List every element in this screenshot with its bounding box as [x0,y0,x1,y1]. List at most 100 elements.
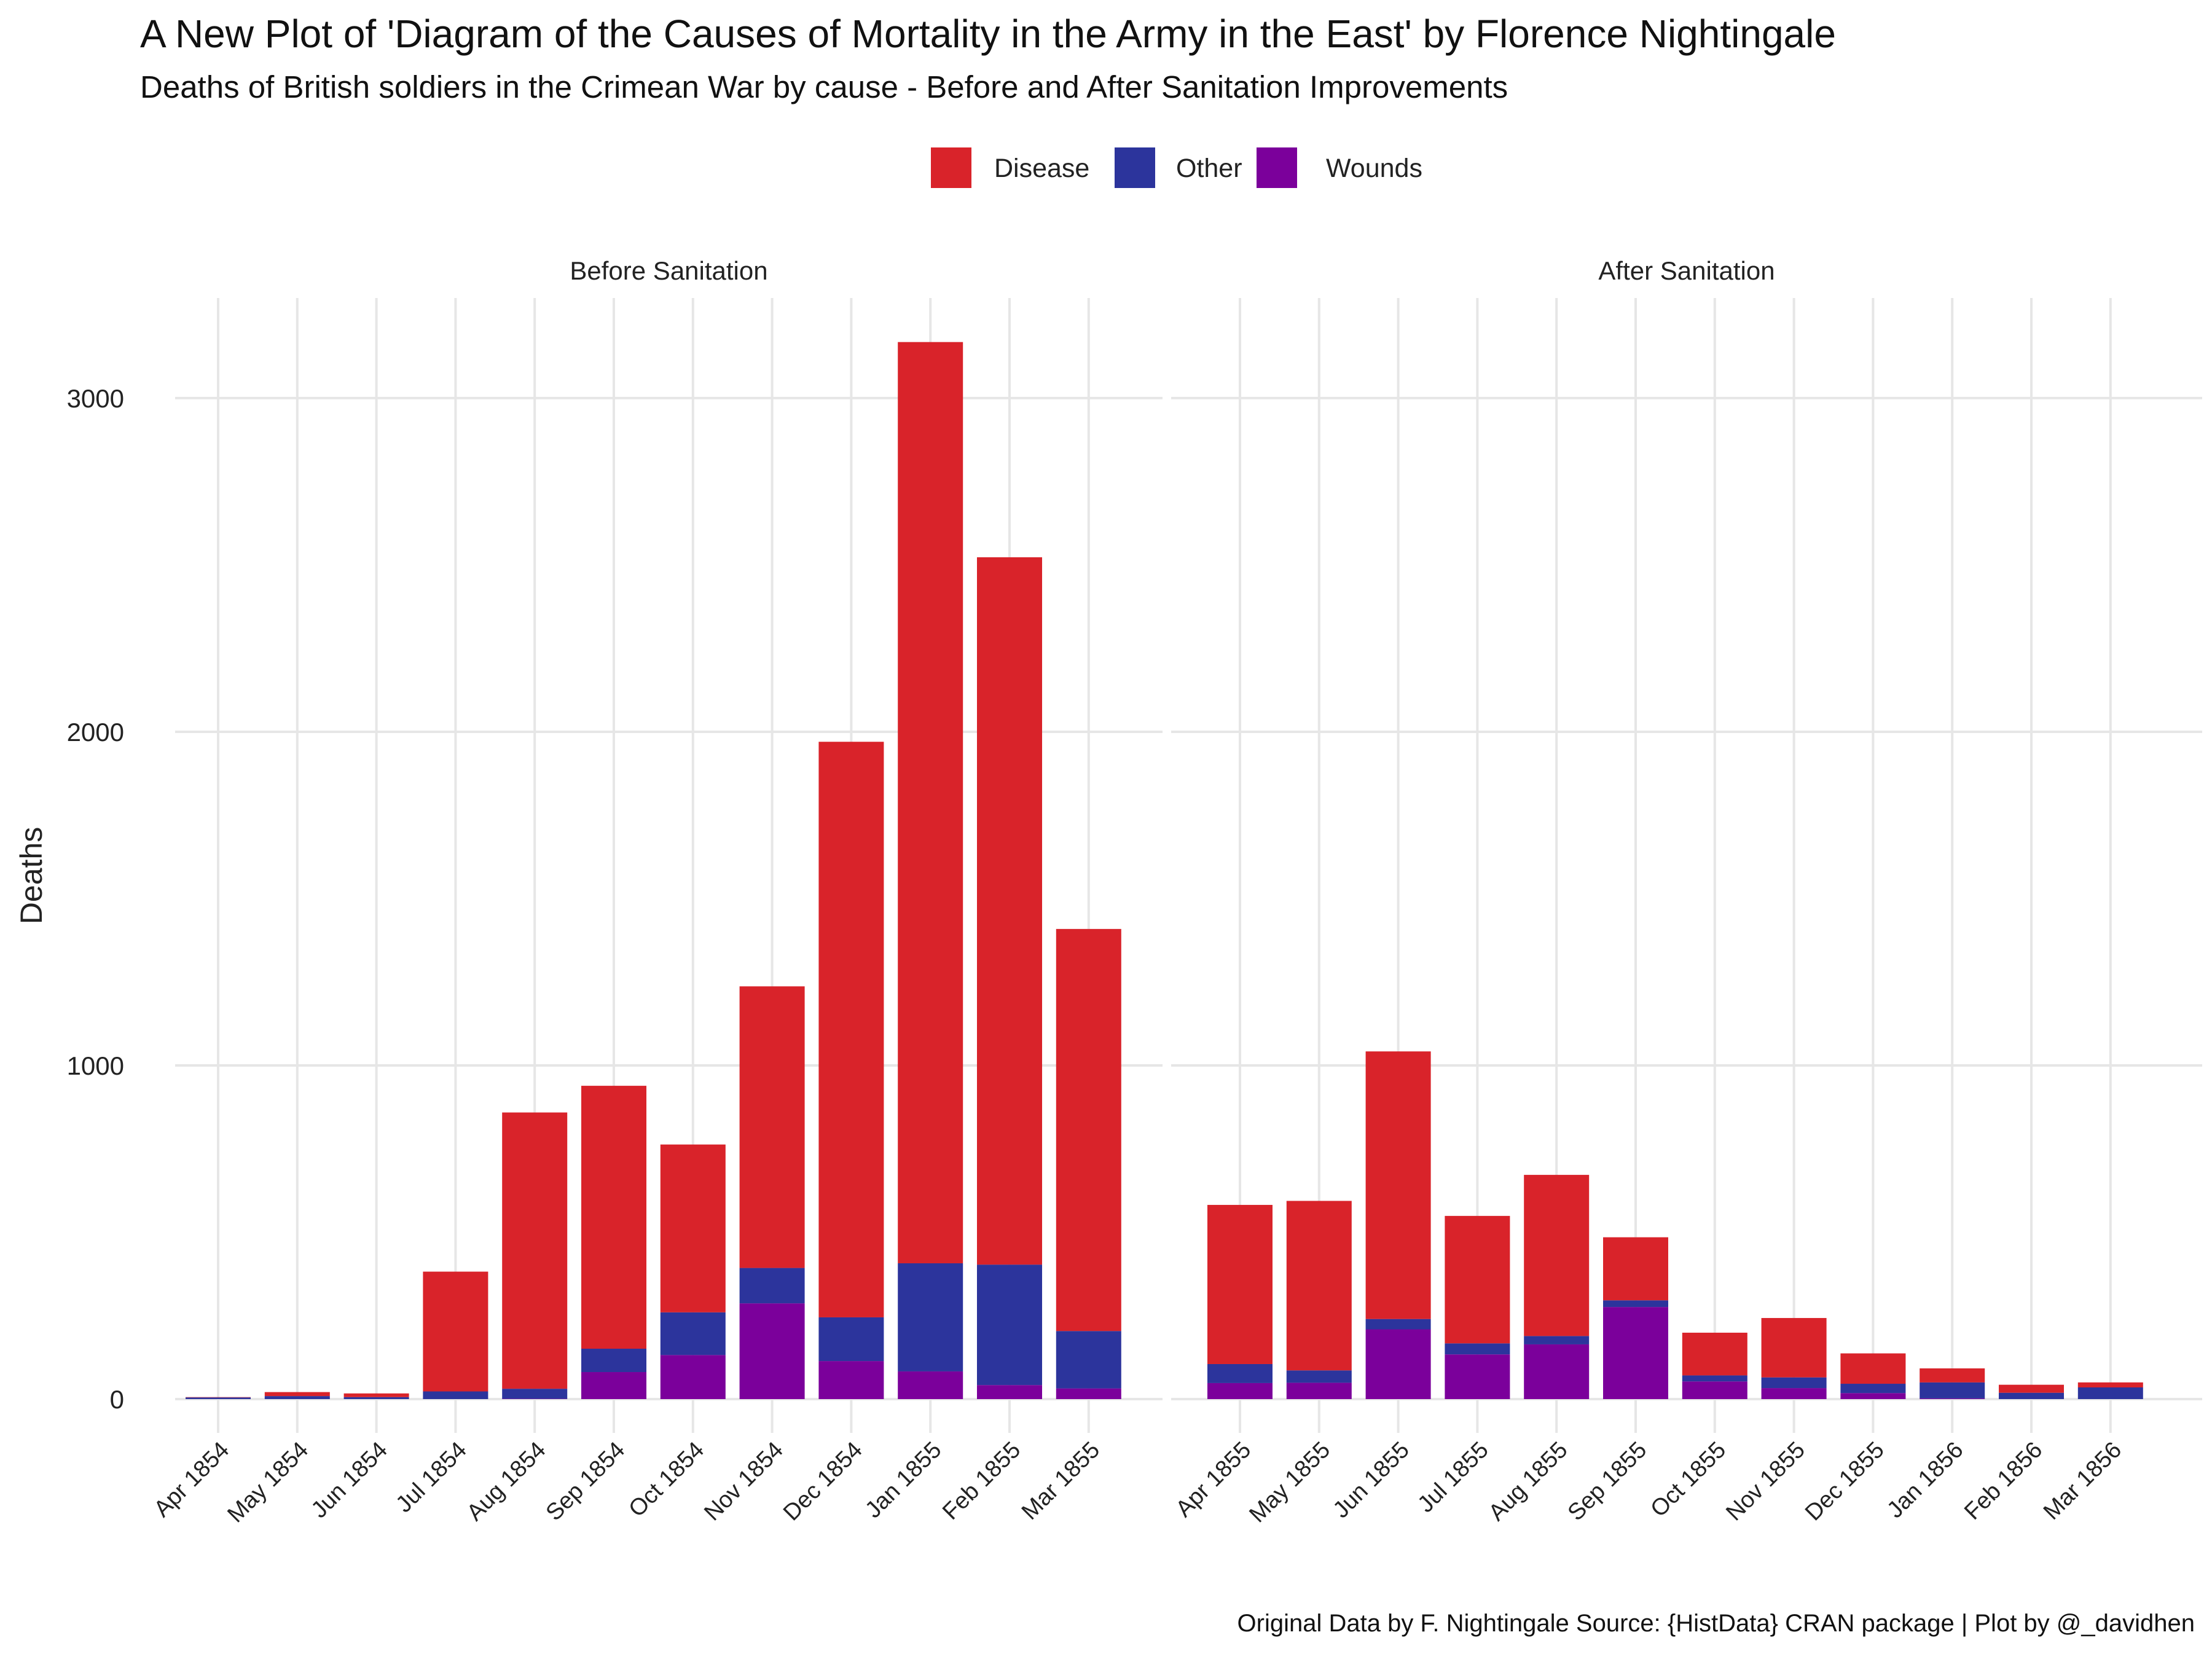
bar-other-oct-1855 [1682,1375,1747,1382]
bar-wounds-dec-1854 [818,1361,884,1399]
bar-stack-jul-1854 [423,1271,488,1399]
y-tick-label: 3000 [67,384,124,413]
bar-other-aug-1855 [1524,1336,1590,1344]
x-tick-label: May 1855 [1244,1437,1335,1528]
bar-other-nov-1854 [739,1268,805,1304]
bar-stack-mar-1855 [1056,928,1121,1399]
bar-other-oct-1854 [660,1312,726,1355]
bar-other-aug-1854 [502,1389,568,1399]
bar-other-feb-1856 [1999,1392,2064,1399]
bar-other-mar-1856 [2077,1387,2143,1399]
bar-other-sep-1855 [1603,1300,1668,1308]
bar-wounds-jan-1856 [1920,1398,1985,1399]
bar-disease-jan-1855 [898,342,963,1263]
x-tick-label: Oct 1854 [624,1437,709,1523]
bar-wounds-sep-1855 [1603,1307,1668,1399]
bar-disease-dec-1854 [818,742,884,1317]
bar-stack-oct-1855 [1682,1332,1747,1399]
bar-disease-sep-1854 [581,1086,646,1349]
bar-other-apr-1854 [186,1397,251,1399]
y-tick-label: 0 [110,1385,124,1414]
x-tick-label: Jun 1855 [1328,1437,1414,1523]
bar-wounds-feb-1855 [977,1385,1042,1399]
bar-disease-may-1855 [1286,1201,1352,1371]
bar-disease-feb-1855 [977,557,1042,1265]
bar-stack-aug-1855 [1524,1175,1590,1399]
bar-wounds-jul-1855 [1445,1354,1510,1399]
bar-stack-apr-1854 [186,1397,251,1399]
bar-stack-jun-1855 [1365,1051,1431,1399]
x-tick-label: Feb 1855 [938,1437,1026,1525]
bar-wounds-oct-1855 [1682,1381,1747,1399]
bar-stack-oct-1854 [660,1144,726,1399]
chart-title: A New Plot of 'Diagram of the Causes of … [140,12,1836,56]
x-tick-label: Dec 1855 [1800,1437,1889,1526]
bar-other-jun-1854 [343,1397,409,1399]
bar-other-may-1855 [1286,1370,1352,1383]
bar-other-sep-1854 [581,1349,646,1373]
legend-label-other: Other [1176,154,1242,183]
bar-disease-aug-1855 [1524,1175,1590,1336]
chart-subtitle: Deaths of British soldiers in the Crimea… [140,69,1508,104]
x-tick-label: Jul 1855 [1413,1437,1493,1518]
bar-wounds-nov-1855 [1761,1388,1827,1399]
bar-wounds-aug-1855 [1524,1344,1590,1399]
bar-disease-jul-1855 [1445,1215,1510,1344]
bar-other-nov-1855 [1761,1377,1827,1389]
bar-stack-nov-1854 [739,986,805,1399]
bar-wounds-dec-1855 [1840,1393,1906,1399]
legend-label-wounds: Wounds [1326,154,1422,183]
y-axis-title: Deaths [14,827,49,924]
legend: Disease Other Wounds [931,147,1422,188]
bar-other-may-1854 [264,1396,330,1399]
x-tick-label: Nov 1854 [699,1437,788,1526]
bar-wounds-mar-1855 [1056,1388,1121,1399]
bar-other-jan-1855 [898,1263,963,1371]
bar-stack-feb-1855 [977,557,1042,1399]
bar-stack-may-1855 [1286,1201,1352,1399]
x-tick-label: Aug 1854 [462,1437,551,1526]
bar-disease-sep-1855 [1603,1237,1668,1301]
bar-disease-jun-1855 [1365,1051,1431,1319]
bar-disease-jul-1854 [423,1271,488,1392]
x-tick-label: Nov 1855 [1721,1437,1810,1526]
bar-other-jun-1855 [1365,1319,1431,1330]
bar-other-feb-1855 [977,1265,1042,1386]
legend-label-disease: Disease [994,154,1089,183]
bar-disease-jan-1856 [1920,1368,1985,1382]
bar-disease-oct-1855 [1682,1332,1747,1376]
x-tick-label: Mar 1856 [2039,1437,2127,1525]
legend-item-disease: Disease [931,147,1089,188]
x-tick-label: Jan 1855 [860,1437,946,1523]
bar-other-dec-1855 [1840,1384,1906,1394]
bar-stack-jul-1855 [1445,1215,1510,1399]
y-tick-label: 1000 [67,1051,124,1080]
bar-wounds-apr-1855 [1207,1382,1273,1399]
bar-disease-jun-1854 [343,1393,409,1397]
x-tick-label: Jun 1854 [307,1437,393,1523]
bar-wounds-jan-1855 [898,1371,963,1399]
x-tick-label: Jan 1856 [1882,1437,1968,1523]
bar-disease-mar-1856 [2077,1382,2143,1387]
caption: Original Data by F. Nightingale Source: … [1237,1610,2195,1637]
bar-other-jan-1856 [1920,1382,1985,1398]
bar-stack-apr-1855 [1207,1204,1273,1399]
legend-swatch-other [1115,147,1155,188]
bar-disease-apr-1854 [186,1397,251,1398]
x-tick-label: Oct 1855 [1645,1437,1731,1523]
x-tick-label: Jul 1854 [391,1437,471,1518]
bar-wounds-nov-1854 [739,1303,805,1399]
bar-disease-feb-1856 [1999,1384,2064,1393]
x-tick-label: Feb 1856 [1959,1437,2047,1525]
bar-stack-dec-1854 [818,742,884,1399]
bar-stack-dec-1855 [1840,1353,1906,1399]
panel-label: After Sanitation [1598,256,1775,285]
bar-disease-dec-1855 [1840,1353,1906,1384]
bar-disease-may-1854 [264,1392,330,1397]
panel-label: Before Sanitation [570,256,767,285]
bar-disease-nov-1854 [739,986,805,1268]
bar-stack-jan-1856 [1920,1368,1985,1399]
legend-item-other: Other [1115,147,1242,188]
